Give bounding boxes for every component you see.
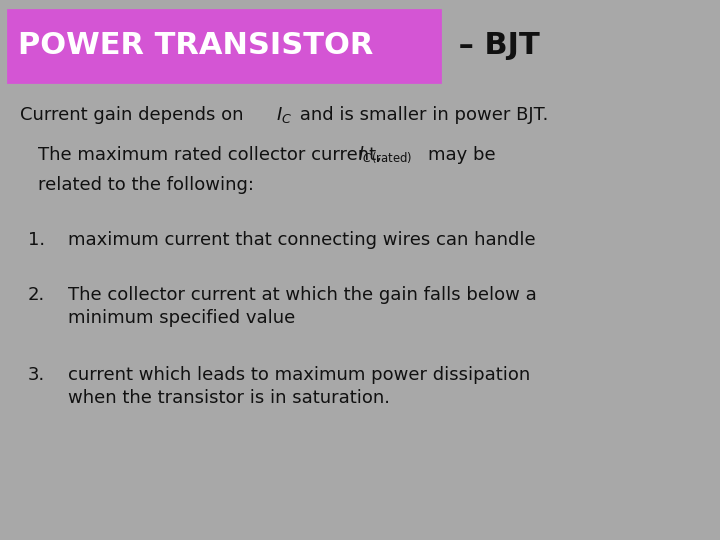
Text: 3.: 3.: [28, 366, 45, 384]
Text: Current gain depends on: Current gain depends on: [20, 106, 249, 124]
Text: 1.: 1.: [28, 231, 45, 249]
Text: The collector current at which the gain falls below a: The collector current at which the gain …: [68, 286, 536, 304]
Text: 2.: 2.: [28, 286, 45, 304]
Text: $I_{C(\mathrm{rated})}$: $I_{C(\mathrm{rated})}$: [358, 145, 412, 165]
Text: related to the following:: related to the following:: [38, 176, 254, 194]
FancyBboxPatch shape: [8, 10, 440, 82]
Text: and is smaller in power BJT.: and is smaller in power BJT.: [294, 106, 549, 124]
Text: current which leads to maximum power dissipation: current which leads to maximum power dis…: [68, 366, 530, 384]
Text: may be: may be: [428, 146, 495, 164]
Text: when the transistor is in saturation.: when the transistor is in saturation.: [68, 389, 390, 407]
Text: $I_C$: $I_C$: [276, 105, 292, 125]
Text: The maximum rated collector current,: The maximum rated collector current,: [38, 146, 382, 164]
Text: maximum current that connecting wires can handle: maximum current that connecting wires ca…: [68, 231, 536, 249]
Text: POWER TRANSISTOR: POWER TRANSISTOR: [18, 31, 374, 60]
Text: minimum specified value: minimum specified value: [68, 309, 295, 327]
Text: – BJT: – BJT: [448, 31, 540, 60]
